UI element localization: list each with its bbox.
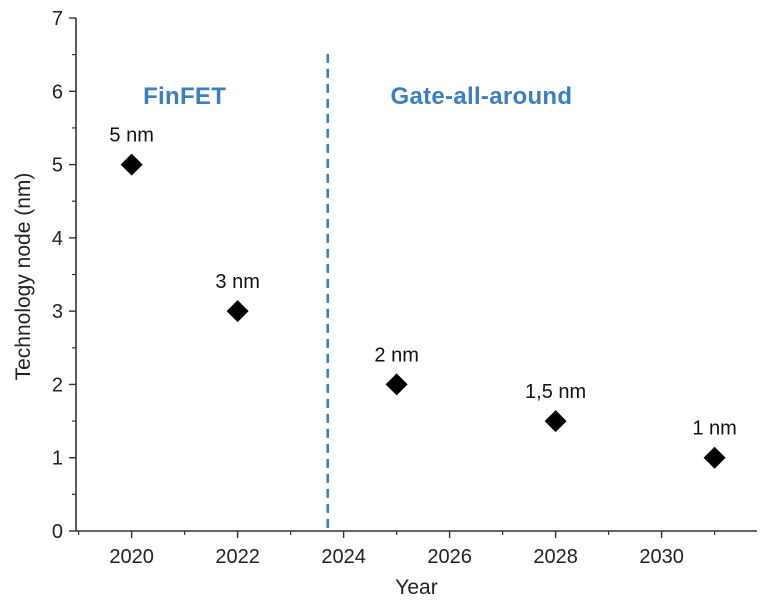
x-tick-label: 2020	[109, 546, 154, 568]
data-point	[544, 410, 567, 433]
data-point	[385, 373, 408, 396]
y-tick-label: 1	[52, 448, 63, 470]
point-label: 5 nm	[109, 125, 153, 147]
y-tick-label: 7	[52, 8, 63, 30]
ticks: 0 1 2 3 4 5 6 7 2020 2022 2024 2026 2028 2030	[52, 8, 716, 568]
y-tick-label: 6	[52, 81, 63, 103]
x-axis-title: Year	[395, 576, 437, 599]
point-label: 1,5 nm	[525, 381, 586, 403]
point-label: 2 nm	[374, 344, 418, 366]
x-tick-label: 2028	[533, 546, 578, 568]
x-tick-label: 2030	[639, 546, 684, 568]
x-tick-label: 2026	[427, 546, 472, 568]
region-label: FinFET	[143, 83, 226, 110]
data-point	[120, 153, 143, 176]
x-tick-label: 2024	[321, 546, 366, 568]
region-label: Gate-all-around	[390, 83, 572, 110]
x-tick-label: 2022	[215, 546, 260, 568]
y-tick-label: 3	[52, 301, 63, 323]
y-axis-title: Technology node (nm)	[12, 173, 35, 381]
y-tick-label: 5	[52, 155, 63, 177]
point-label: 3 nm	[215, 271, 259, 293]
y-tick-label: 2	[52, 374, 63, 396]
y-tick-label: 4	[52, 228, 63, 250]
labels: Year Technology node (nm) FinFET Gate-all…	[12, 83, 737, 599]
plot-area	[120, 53, 726, 531]
data-point	[703, 446, 726, 469]
y-tick-label: 0	[52, 521, 63, 543]
data-point	[226, 300, 249, 323]
point-label: 1 nm	[692, 418, 736, 440]
